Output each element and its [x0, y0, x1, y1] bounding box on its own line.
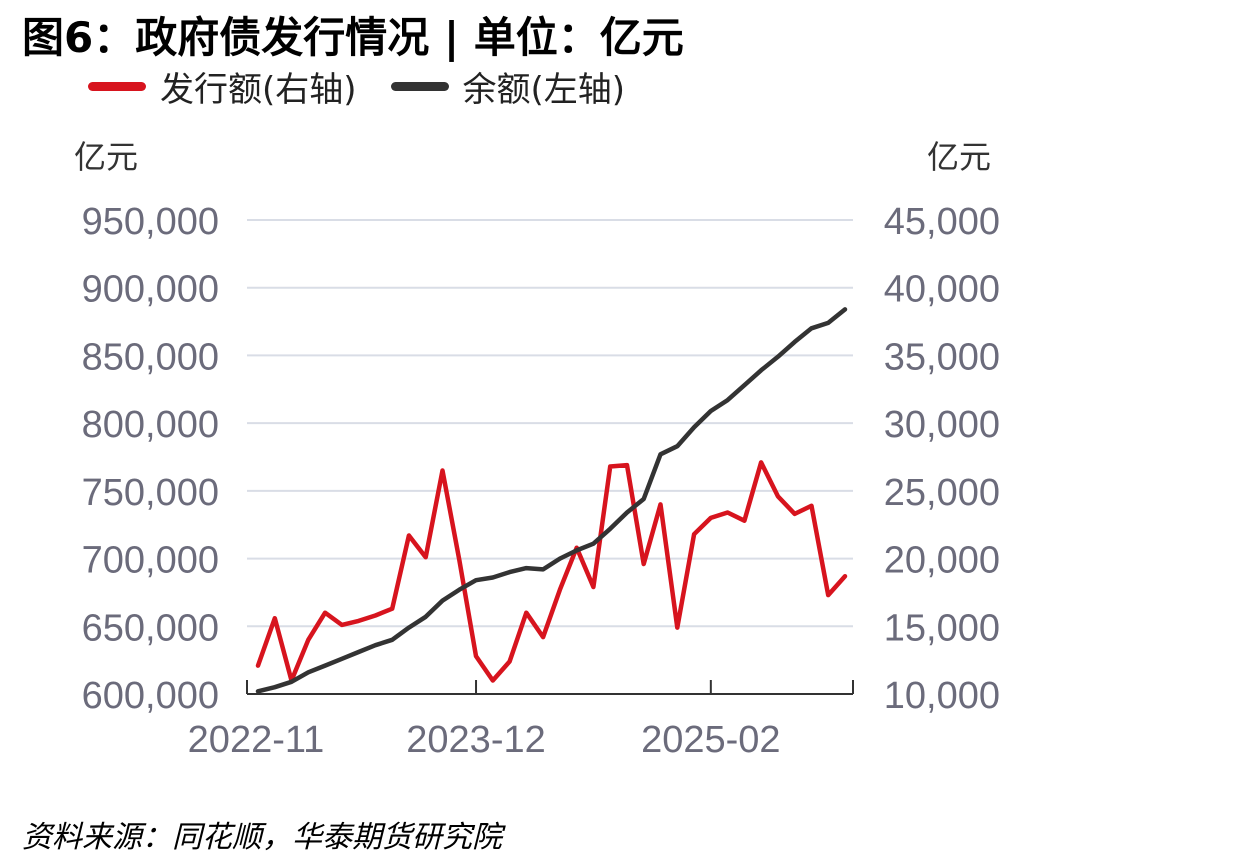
y-left-tick-label: 800,000	[82, 404, 219, 446]
issuance-line	[255, 460, 848, 683]
y-right-tick-label: 45,000	[884, 201, 1000, 243]
y-left-tick-label: 950,000	[82, 201, 219, 243]
legend-swatch-balance	[390, 81, 449, 91]
chart-title: 图6：政府债发行情况 | 单位：亿元	[22, 13, 684, 62]
y-right-tick-label: 10,000	[884, 675, 1000, 717]
balance-line	[255, 307, 848, 694]
legend-swatch-issuance	[88, 81, 146, 91]
chart-legend: 发行额(右轴) 余额(左轴)	[88, 66, 659, 110]
y-left-tick-label: 850,000	[82, 336, 219, 378]
source-note: 资料来源：同花顺，华泰期货研究院	[22, 820, 502, 855]
y-right-tick-label: 30,000	[884, 404, 1000, 446]
y-right-tick-label: 25,000	[884, 472, 1000, 514]
legend-item-balance: 余额(左轴)	[390, 62, 626, 111]
y-right-tick-label: 20,000	[884, 540, 1000, 582]
right-axis-unit: 亿元	[927, 138, 992, 176]
y-left-tick-label: 650,000	[82, 607, 219, 649]
x-tick-label: 2023-12	[406, 719, 545, 761]
y-right-tick-label: 40,000	[884, 269, 1000, 311]
x-tick-label: 2022-11	[188, 719, 325, 761]
legend-item-issuance: 发行额(右轴)	[88, 62, 357, 111]
y-left-tick-label: 900,000	[82, 269, 219, 311]
y-left-tick-label: 750,000	[82, 472, 219, 514]
y-left-tick-label: 700,000	[82, 540, 219, 582]
legend-label-issuance: 发行额(右轴)	[160, 69, 357, 110]
left-axis-unit: 亿元	[74, 138, 139, 176]
x-tick-label: 2025-02	[641, 719, 780, 761]
y-right-tick-label: 35,000	[884, 336, 1000, 378]
y-right-tick-label: 15,000	[884, 607, 1000, 649]
y-left-tick-label: 600,000	[82, 675, 219, 717]
legend-label-balance: 余额(左轴)	[462, 69, 626, 110]
